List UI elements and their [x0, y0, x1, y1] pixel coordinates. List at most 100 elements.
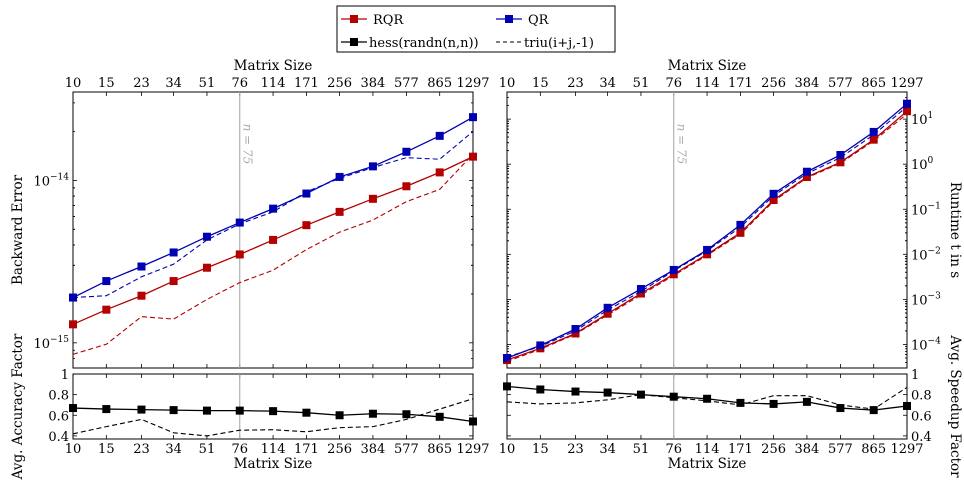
data-point: [269, 204, 278, 213]
data-point: [636, 289, 645, 298]
data-point: [769, 189, 778, 198]
x-tick-label: 384: [795, 76, 820, 91]
data-point: [603, 388, 612, 397]
data-point: [736, 228, 745, 237]
data-point: [269, 407, 278, 416]
y-tick-label: 0.6: [911, 409, 932, 424]
x-tick-label: 23: [567, 76, 584, 91]
data-point: [368, 162, 377, 171]
data-point: [335, 207, 344, 216]
series-line-triu-i-j-1-: [72, 398, 474, 437]
data-point: [736, 220, 745, 229]
data-point: [669, 265, 678, 274]
series-line-qr: [506, 103, 908, 359]
data-point: [903, 107, 911, 116]
x-tick-label: 1297: [456, 76, 489, 91]
x-tick-label: 1297: [890, 76, 923, 91]
x-tick-label: 865: [861, 442, 886, 457]
data-point: [536, 385, 545, 394]
legend-item-hess: hess(randn(n,n)): [341, 36, 479, 51]
data-point: [571, 325, 580, 334]
x-tick-label: 171: [294, 442, 319, 457]
x-tick-label: 15: [532, 76, 549, 91]
x-tick-label: 384: [361, 442, 386, 457]
x-tick-label: 114: [261, 442, 286, 457]
data-point: [869, 135, 878, 144]
data-point: [137, 291, 146, 300]
data-point: [302, 221, 311, 230]
legend-marker-rqr: [350, 15, 358, 23]
y-tick-label: 10−15: [33, 335, 69, 352]
data-point: [836, 404, 845, 413]
data-point: [137, 405, 146, 414]
legend-label-qr: QR: [528, 13, 550, 28]
series-line-triu-i-j-1-: [506, 386, 908, 410]
speedup-factor-panel: 10 15 23 34 51 76 114 171 256 384 577 865 1297 Matrix…: [499, 334, 963, 478]
x-tick-label: 577: [828, 76, 853, 91]
data-point: [802, 172, 811, 181]
data-point: [802, 397, 811, 406]
y-tick-label: 1: [911, 368, 919, 383]
y-tick-label: 101: [911, 111, 933, 128]
data-point: [402, 410, 411, 419]
reference-annotation: n = 75: [241, 124, 255, 165]
x-tick-label: 51: [199, 76, 216, 91]
reference-annotation: n = 75: [675, 124, 689, 165]
y-tick-label: 10−4: [911, 336, 941, 353]
data-point: [469, 417, 477, 426]
y-tick-label: 0.4: [48, 430, 69, 445]
data-point: [235, 406, 244, 415]
data-point: [137, 262, 146, 271]
y-tick-label: 100: [911, 156, 934, 173]
y-tick-label: 1: [61, 368, 69, 383]
y-axis-title: Avg. Speedup Factor: [947, 334, 963, 478]
x-tick-label: 10: [65, 442, 82, 457]
y-axis-title: Runtime t in s: [947, 182, 963, 278]
legend-label-hess: hess(randn(n,n)): [369, 36, 479, 51]
x-tick-label: 15: [532, 442, 549, 457]
data-point: [903, 99, 911, 108]
data-point: [102, 305, 111, 314]
x-tick-label: 76: [231, 76, 248, 91]
legend-item-qr: QR: [496, 13, 550, 28]
legend-item-triu: triu(i+j,-1): [496, 36, 594, 51]
x-tick-label: 865: [427, 442, 452, 457]
x-tick-label: 51: [633, 442, 650, 457]
data-point: [169, 248, 178, 257]
x-tick-label: 114: [695, 442, 720, 457]
y-tick-label: 10−3: [911, 291, 941, 308]
data-point: [435, 412, 444, 421]
data-point: [703, 394, 712, 403]
y-tick-label: 10−14: [33, 172, 69, 189]
legend-label-triu: triu(i+j,-1): [524, 36, 594, 51]
x-tick-label: 114: [695, 76, 720, 91]
x-tick-label: 384: [795, 442, 820, 457]
x-tick-label: 171: [728, 442, 753, 457]
data-point: [603, 303, 612, 312]
x-tick-label: 34: [165, 442, 182, 457]
runtime-panel: 10 15 23 34 51 76 114 171 256 384 577 865 1297 Matrix…: [499, 58, 963, 369]
y-tick-label: 0.8: [48, 389, 69, 404]
data-point: [269, 235, 278, 244]
x-tick-label: 114: [261, 76, 286, 91]
data-point: [503, 354, 511, 363]
x-tick-label: 76: [665, 442, 682, 457]
data-point: [869, 406, 878, 415]
data-point: [202, 232, 211, 241]
series-line-rqr: [506, 110, 908, 361]
data-point: [69, 320, 77, 329]
series-line-qr-dashed: [72, 131, 474, 299]
x-axis-title: Matrix Size: [234, 456, 313, 472]
data-point: [368, 409, 377, 418]
y-tick-label: 0.6: [48, 409, 69, 424]
x-tick-label: 256: [761, 76, 786, 91]
x-tick-label: 577: [394, 442, 419, 457]
data-point: [802, 167, 811, 176]
x-tick-label: 51: [199, 442, 216, 457]
data-point: [169, 277, 178, 286]
accuracy-factor-panel: 10 15 23 34 51 76 114 171 256 384 577 865 1297 Matrix…: [10, 333, 490, 480]
data-point: [235, 218, 244, 227]
x-tick-label: 76: [665, 76, 682, 91]
data-point: [536, 341, 545, 350]
data-point: [102, 405, 111, 414]
